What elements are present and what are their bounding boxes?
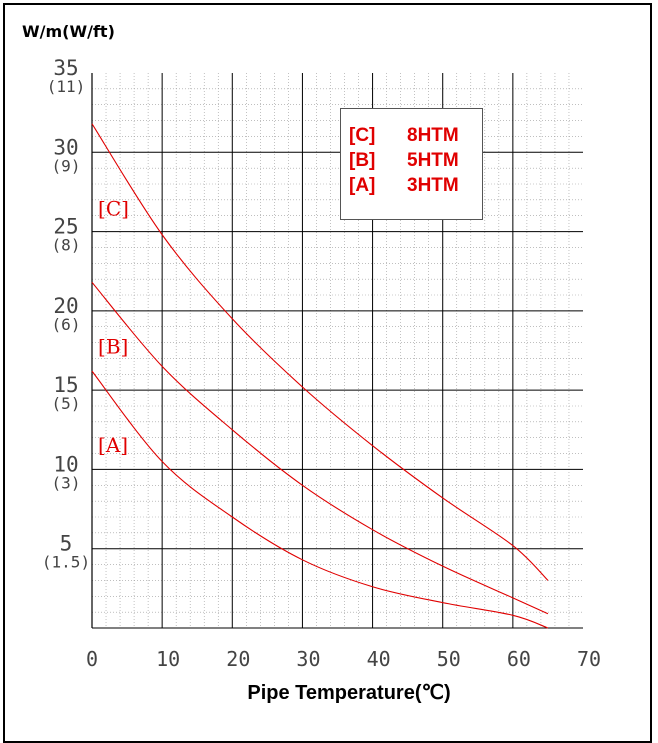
- legend-item-b: [B] 5HTM: [349, 148, 482, 173]
- x-tick-label: 60: [507, 647, 531, 671]
- x-tick-label: 50: [437, 647, 461, 671]
- y-tick-label: 25: [53, 215, 78, 239]
- legend-code: [C]: [349, 125, 376, 146]
- legend-code: [A]: [349, 175, 376, 196]
- x-axis-title-row: Pipe Temperature(℃): [0, 680, 658, 705]
- y-tick-label: 15: [53, 373, 78, 397]
- y-tick-label: 35: [53, 56, 78, 80]
- y-tick-secondary-label: (6): [52, 315, 81, 334]
- y-tick-label: 30: [53, 135, 78, 159]
- series-line: [91, 281, 549, 615]
- x-axis-title: Pipe Temperature(℃): [247, 682, 451, 704]
- y-tick-secondary-label: (1.5): [42, 553, 90, 572]
- legend-item-a: [A] 3HTM: [349, 173, 482, 198]
- y-tick-secondary-label: (5): [52, 394, 81, 413]
- series-label: [A]: [98, 433, 128, 457]
- legend-name: 3HTM: [407, 175, 459, 196]
- y-tick-secondary-label: (8): [52, 236, 81, 255]
- x-tick-label: 30: [296, 647, 320, 671]
- x-tick-label: 40: [367, 647, 391, 671]
- x-tick-label: 0: [86, 647, 98, 671]
- legend-code: [B]: [349, 150, 376, 171]
- series-label: [B]: [98, 335, 128, 359]
- series-line: [91, 370, 549, 629]
- series-label: [C]: [98, 197, 129, 221]
- legend: [C] 8HTM [B] 5HTM [A] 3HTM: [340, 108, 483, 220]
- legend-name: 8HTM: [407, 125, 459, 146]
- series-line: [91, 123, 549, 581]
- y-tick-label: 5: [60, 532, 73, 556]
- y-tick-secondary-label: (9): [52, 156, 81, 175]
- x-tick-label: 10: [156, 647, 180, 671]
- x-tick-label: 20: [226, 647, 250, 671]
- y-tick-secondary-label: (3): [52, 473, 81, 492]
- legend-item-c: [C] 8HTM: [349, 123, 482, 148]
- y-tick-label: 10: [53, 452, 78, 476]
- y-axis-title: W/m(W/ft): [22, 22, 115, 41]
- y-tick-label: 20: [53, 294, 78, 318]
- x-tick-label: 70: [577, 647, 601, 671]
- legend-name: 5HTM: [407, 150, 459, 171]
- y-tick-secondary-label: (11): [47, 77, 86, 96]
